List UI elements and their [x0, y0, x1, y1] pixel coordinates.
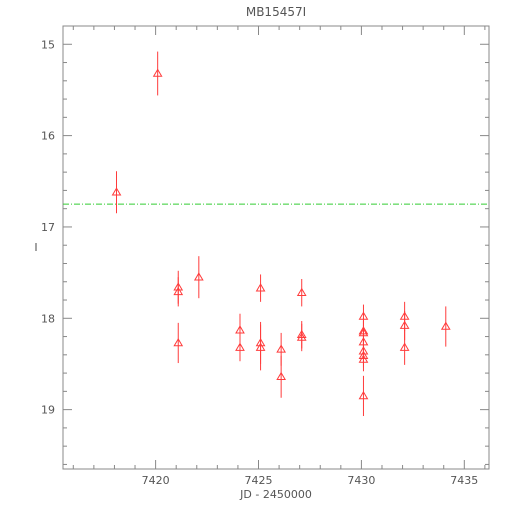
data-point-triangle — [152, 68, 163, 77]
data-point-triangle — [235, 325, 245, 334]
data-point-triangle — [296, 287, 307, 297]
y-axis-title: I — [34, 241, 37, 254]
data-point-triangle — [440, 321, 451, 330]
x-tick-label: 7435 — [450, 474, 478, 487]
data-point-triangle — [399, 320, 410, 329]
data-point-triangle — [358, 354, 369, 363]
data-point-triangle — [276, 344, 287, 353]
data-point-triangle — [358, 390, 369, 400]
data-point-triangle — [111, 187, 122, 196]
y-tick-label: 15 — [41, 38, 55, 51]
chart-title: MB15457I — [246, 5, 306, 19]
data-point-triangle — [276, 371, 287, 381]
data-point-triangle — [193, 272, 204, 281]
plot-frame — [62, 25, 490, 470]
data-point-triangle — [255, 283, 266, 292]
x-tick-label: 7425 — [245, 474, 273, 487]
y-tick-label: 18 — [41, 312, 55, 325]
x-axis-title: JD - 2450000 — [239, 488, 312, 501]
y-axis-ticks: 15 16 17 18 19 — [41, 38, 489, 465]
x-axis-ticks: 7420 7425 7430 7435 — [72, 26, 486, 487]
y-tick-label: 17 — [41, 221, 55, 234]
data-point-triangle — [235, 342, 245, 351]
data-points — [111, 51, 451, 417]
data-point-triangle — [173, 337, 184, 347]
data-point-triangle — [255, 342, 266, 351]
data-point-triangle — [399, 342, 410, 351]
x-tick-label: 7420 — [142, 474, 170, 487]
x-tick-label: 7430 — [347, 474, 375, 487]
data-point-triangle — [296, 332, 307, 341]
data-point-triangle — [173, 286, 184, 296]
y-tick-label: 19 — [41, 404, 55, 417]
y-tick-label: 16 — [41, 130, 55, 143]
